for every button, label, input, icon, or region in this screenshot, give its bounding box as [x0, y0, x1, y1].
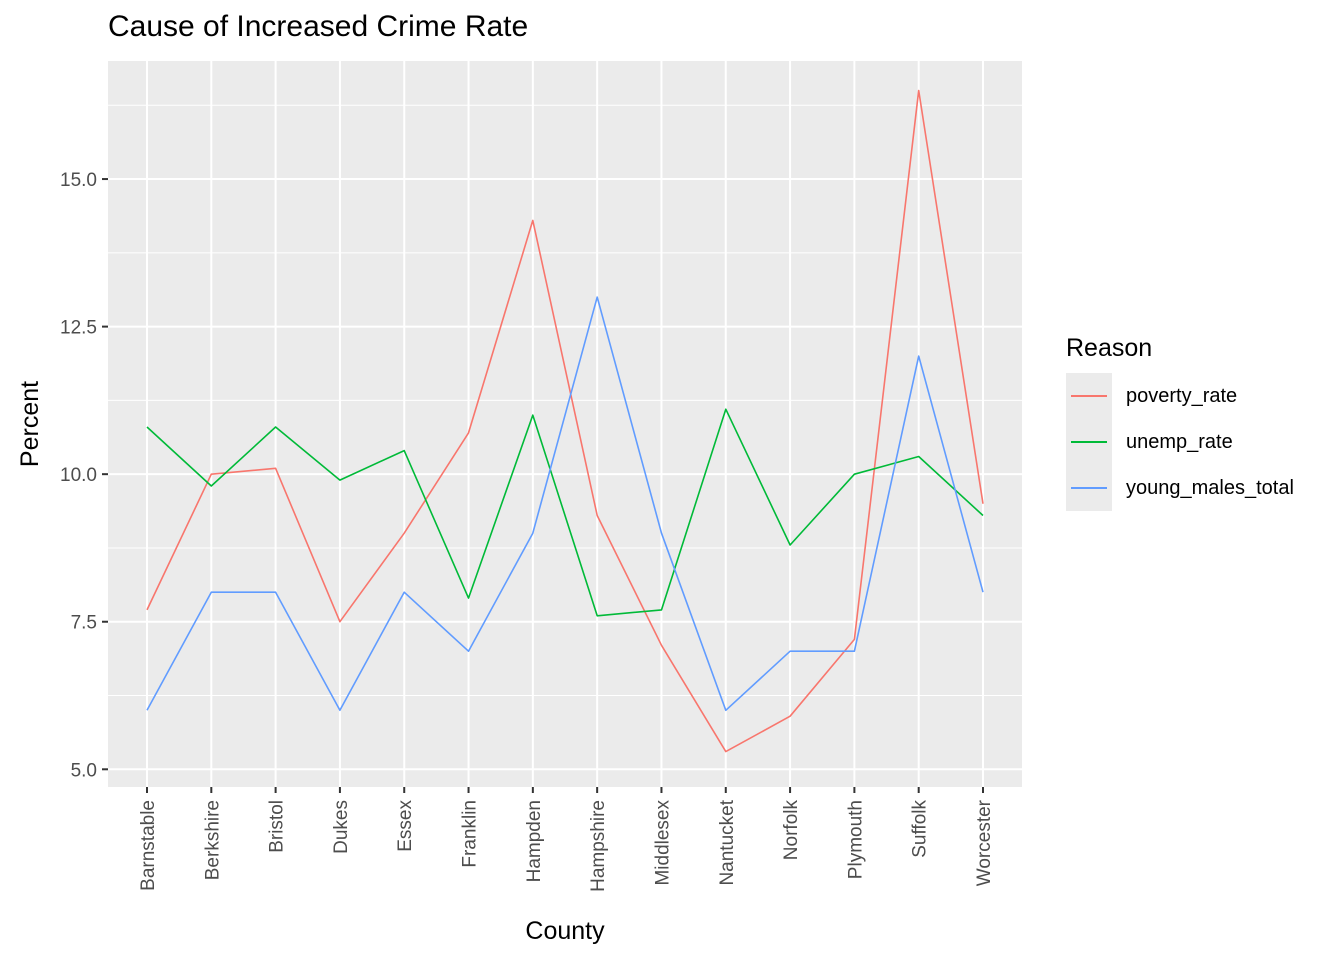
series-lines	[146, 89, 984, 753]
x-tick-label: Bristol	[267, 800, 288, 853]
legend-title: Reason	[1066, 334, 1153, 362]
legend-key	[1066, 465, 1112, 511]
legend: Reason poverty_rate unemp_rate young_mal…	[1066, 334, 1294, 511]
legend-label: unemp_rate	[1126, 430, 1233, 453]
series-line-poverty-rate	[146, 89, 984, 753]
x-axis-label: County	[525, 917, 605, 945]
legend-key	[1066, 373, 1112, 419]
x-tick-label: Berkshire	[202, 800, 223, 880]
y-tick-label: 10.0	[60, 465, 97, 486]
series-line-unemp-rate	[146, 408, 984, 617]
x-tick-label: Norfolk	[781, 800, 802, 861]
legend-label: poverty_rate	[1126, 384, 1238, 407]
series-line-young-males-total	[146, 296, 984, 712]
x-tick-label: Dukes	[331, 800, 352, 854]
legend-label: young_males_total	[1126, 476, 1294, 499]
legend-item-unemp-rate: unemp_rate	[1066, 419, 1294, 465]
y-axis-label: Percent	[16, 381, 44, 467]
legend-swatch-unemp-rate	[1071, 441, 1107, 443]
x-tick-label: Hampshire	[588, 800, 609, 892]
x-tick-label: Worcester	[974, 799, 995, 886]
x-tick-label: Essex	[395, 800, 416, 852]
x-tick-label: Hampden	[524, 800, 545, 882]
minor-gridlines	[108, 104, 1022, 697]
y-axis: 5.0 7.5 10.0 12.5 15.0	[60, 170, 108, 781]
legend-item-poverty-rate: poverty_rate	[1066, 373, 1294, 419]
plot-panel	[108, 61, 1022, 787]
y-tick-label: 15.0	[60, 170, 97, 191]
x-tick-label: Franklin	[460, 800, 481, 868]
y-tick-label: 7.5	[71, 613, 97, 634]
legend-swatch-young-males-total	[1071, 487, 1107, 489]
x-tick-label: Middlesex	[652, 800, 673, 886]
y-tick-label: 5.0	[71, 760, 97, 781]
x-tick-label: Nantucket	[717, 799, 738, 885]
x-tick-label: Barnstable	[138, 800, 159, 891]
legend-key	[1066, 419, 1112, 465]
x-axis: Barnstable Berkshire Bristol Dukes Essex Fran…	[138, 787, 995, 892]
major-gridlines	[108, 61, 1022, 787]
x-tick-label: Suffolk	[910, 800, 931, 858]
legend-swatch-poverty-rate	[1071, 395, 1107, 397]
chart-title: Cause of Increased Crime Rate	[108, 10, 529, 43]
y-tick-label: 12.5	[60, 318, 97, 339]
legend-item-young-males-total: young_males_total	[1066, 465, 1294, 511]
x-tick-label: Plymouth	[845, 800, 866, 879]
